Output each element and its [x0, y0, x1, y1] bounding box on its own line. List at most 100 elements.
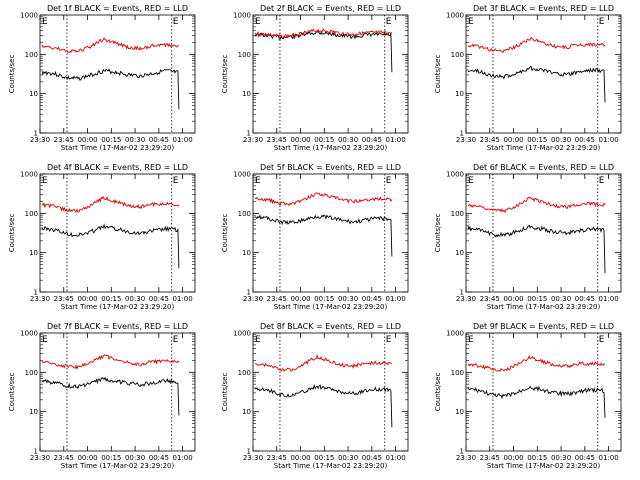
events-series-line: [467, 224, 606, 274]
x-tick-label: 00:15: [101, 136, 121, 144]
y-tick-label: 10: [242, 249, 251, 257]
y-tick-label: 1000: [446, 12, 464, 20]
y-tick-label: 10: [242, 90, 251, 98]
x-tick-label: 00:30: [125, 454, 145, 462]
y-tick-label: 100: [238, 51, 251, 59]
x-tick-label: 23:30: [456, 454, 476, 462]
x-tick-label: 00:15: [527, 454, 547, 462]
lld-series-line: [254, 353, 393, 372]
x-axis-label: Start Time (17-Mar-02 23:29:20): [61, 303, 175, 311]
x-tick-label: 00:15: [527, 136, 547, 144]
events-series-line: [254, 30, 393, 73]
x-tick-label: 23:45: [54, 136, 74, 144]
events-series-line: [254, 383, 393, 428]
y-tick-label: 10: [455, 408, 464, 416]
x-tick-label: 23:30: [243, 454, 263, 462]
x-tick-label: 23:45: [54, 295, 74, 303]
x-tick-label: 00:00: [77, 295, 97, 303]
y-axis-label: Counts/sec: [8, 214, 16, 253]
x-tick-label: 00:30: [125, 136, 145, 144]
panel-8: Det 8f BLACK = Events, RED = LLD 1 10 100 10…: [221, 322, 409, 470]
x-tick-label: 00:30: [551, 295, 571, 303]
events-series-line: [41, 223, 180, 269]
panel-9: Det 9f BLACK = Events, RED = LLD 1 10 100 10…: [434, 322, 622, 470]
lld-series-line: [467, 36, 606, 53]
y-tick-label: 1000: [233, 330, 251, 338]
x-tick-label: 01:00: [386, 454, 406, 462]
plot-frame: [39, 332, 196, 452]
lld-series-line: [41, 37, 179, 54]
marker-label-left: E: [42, 176, 48, 186]
y-tick-label: 1: [247, 289, 251, 297]
y-tick-label: 1: [34, 130, 38, 138]
y-tick-label: 10: [455, 249, 464, 257]
marker-label-left: E: [255, 335, 261, 345]
x-tick-label: 23:30: [30, 136, 50, 144]
y-axis-label: Counts/sec: [8, 373, 16, 412]
x-tick-label: 00:45: [362, 136, 382, 144]
y-tick-label: 10: [29, 408, 38, 416]
marker-label-left: E: [42, 17, 48, 27]
x-tick-label: 23:45: [480, 295, 500, 303]
events-series-line: [467, 65, 606, 103]
plot-frame: [252, 173, 409, 293]
y-tick-label: 1: [34, 289, 38, 297]
marker-label-right: E: [386, 17, 392, 27]
y-tick-label: 1: [34, 448, 38, 456]
x-tick-label: 23:45: [267, 454, 287, 462]
x-tick-label: 23:30: [456, 295, 476, 303]
x-axis-label: Start Time (17-Mar-02 23:29:20): [274, 303, 388, 311]
x-tick-label: 00:00: [503, 136, 523, 144]
panel-2: Det 2f BLACK = Events, RED = LLD 1 10 100 10…: [221, 4, 409, 152]
x-tick-label: 23:45: [480, 454, 500, 462]
panel-3: Det 3f BLACK = Events, RED = LLD 1 10 100 10…: [434, 4, 622, 152]
panel-title: Det 7f BLACK = Events, RED = LLD: [47, 322, 188, 331]
plot-frame: [252, 14, 409, 134]
panel-title: Det 8f BLACK = Events, RED = LLD: [260, 322, 401, 331]
x-tick-label: 01:00: [173, 295, 193, 303]
marker-label-left: E: [468, 335, 474, 345]
y-tick-label: 100: [451, 369, 464, 377]
y-tick-label: 10: [242, 408, 251, 416]
x-axis-label: Start Time (17-Mar-02 23:29:20): [487, 462, 601, 470]
x-tick-label: 23:45: [267, 295, 287, 303]
plot-frame: [39, 173, 196, 293]
events-series-line: [41, 68, 180, 110]
x-tick-label: 00:45: [149, 295, 169, 303]
x-axis-label: Start Time (17-Mar-02 23:29:20): [274, 144, 388, 152]
y-tick-label: 1000: [20, 330, 38, 338]
marker-label-right: E: [173, 335, 179, 345]
marker-label-right: E: [599, 335, 605, 345]
x-tick-label: 00:00: [503, 454, 523, 462]
plot-frame: [465, 14, 622, 134]
x-tick-label: 00:15: [314, 295, 334, 303]
y-tick-label: 1: [460, 448, 464, 456]
x-tick-label: 01:00: [386, 295, 406, 303]
y-tick-label: 1000: [20, 12, 38, 20]
panel-title: Det 4f BLACK = Events, RED = LLD: [47, 163, 188, 172]
x-tick-label: 01:00: [599, 295, 619, 303]
y-tick-label: 1000: [20, 171, 38, 179]
x-tick-label: 00:30: [338, 295, 358, 303]
panel-1: Det 1f BLACK = Events, RED = LLD 1 10 100 10…: [8, 4, 196, 152]
x-tick-label: 00:30: [338, 454, 358, 462]
y-tick-label: 1: [247, 448, 251, 456]
x-tick-label: 00:15: [527, 295, 547, 303]
x-tick-label: 00:45: [575, 295, 595, 303]
panel-5: Det 5f BLACK = Events, RED = LLD 1 10 100 10…: [221, 163, 409, 311]
x-tick-label: 00:45: [362, 454, 382, 462]
x-tick-label: 23:30: [243, 136, 263, 144]
x-tick-label: 01:00: [173, 454, 193, 462]
marker-label-right: E: [173, 176, 179, 186]
x-tick-label: 01:00: [386, 136, 406, 144]
panel-title: Det 9f BLACK = Events, RED = LLD: [473, 322, 614, 331]
marker-label-right: E: [173, 17, 179, 27]
x-tick-label: 23:30: [30, 454, 50, 462]
x-tick-label: 00:30: [551, 136, 571, 144]
x-tick-label: 23:45: [480, 136, 500, 144]
x-tick-label: 01:00: [599, 454, 619, 462]
x-tick-label: 23:30: [243, 295, 263, 303]
plot-frame: [465, 173, 622, 293]
x-tick-label: 00:45: [575, 454, 595, 462]
